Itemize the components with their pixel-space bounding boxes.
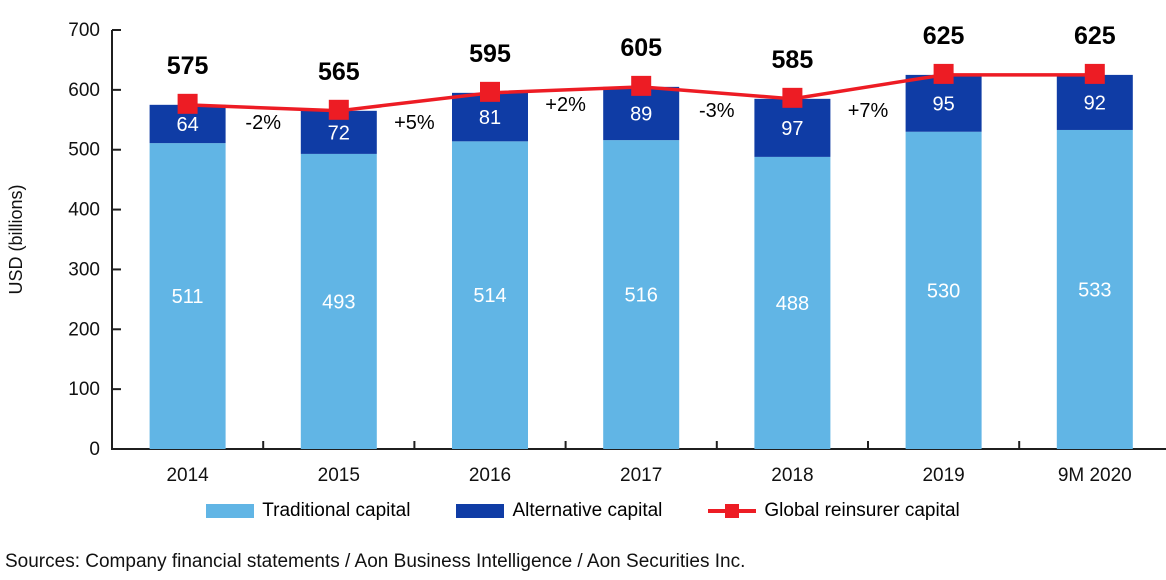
traditional-capital-bar-segment: [300, 153, 377, 449]
alternative-value-label: 97: [781, 118, 803, 140]
global-reinsurer-line-marker-icon: [708, 503, 757, 519]
alternative-capital-bar-segment: [905, 74, 982, 132]
traditional-capital-bar-segment: [603, 140, 680, 449]
x-axis-category-label: 2015: [318, 465, 360, 486]
line-square-marker-icon: [782, 87, 803, 108]
traditional-value-label: 488: [776, 293, 809, 315]
line-square-marker-icon: [631, 75, 652, 96]
alternative-capital-bar-segment: [1056, 74, 1133, 130]
y-axis-tick-label: 600: [68, 80, 100, 101]
y-axis-tick-label: 500: [68, 140, 100, 161]
y-axis-tick-label: 100: [68, 379, 100, 400]
traditional-value-label: 514: [473, 285, 506, 307]
x-axis-category-label: 2014: [166, 465, 209, 486]
y-axis-tick-label: 300: [68, 259, 100, 280]
x-axis-category-label: 2017: [620, 465, 662, 486]
pct-change-label: +7%: [848, 100, 889, 122]
legend-label-traditional-capital: Traditional capital: [262, 500, 411, 521]
traditional-value-label: 533: [1078, 279, 1111, 301]
y-axis-tick-label: 400: [68, 200, 100, 221]
total-value-label: 585: [772, 46, 814, 74]
traditional-capital-bar-segment: [452, 141, 528, 449]
alternative-value-label: 92: [1084, 92, 1106, 114]
alternative-value-label: 81: [479, 107, 501, 129]
chart-legend: Traditional capital Alternative capital …: [0, 500, 1166, 522]
y-axis-tick-label: 200: [68, 319, 100, 340]
traditional-capital-swatch-icon: [206, 504, 255, 518]
traditional-value-label: 493: [322, 291, 355, 313]
total-value-label: 605: [620, 34, 662, 62]
traditional-capital-bar-segment: [905, 131, 982, 449]
x-axis-category-label: 2018: [771, 465, 813, 486]
x-axis-category-label: 2019: [922, 465, 964, 486]
total-value-label: 625: [923, 22, 965, 50]
line-square-marker-icon: [1084, 63, 1105, 84]
line-square-marker-icon: [480, 81, 500, 102]
legend-label-global-reinsurer-capital: Global reinsurer capital: [764, 500, 960, 521]
alternative-value-label: 72: [328, 122, 350, 144]
alternative-capital-swatch-icon: [456, 504, 505, 518]
y-axis-tick-label: 0: [89, 439, 100, 460]
legend-square-marker-icon: [725, 504, 740, 518]
traditional-capital-bar-segment: [149, 143, 226, 449]
alternative-value-label: 64: [176, 114, 198, 136]
total-value-label: 575: [167, 52, 209, 80]
pct-change-label: -3%: [699, 100, 735, 122]
traditional-value-label: 530: [927, 280, 960, 302]
line-square-marker-icon: [328, 99, 349, 120]
total-value-label: 625: [1074, 22, 1116, 50]
total-value-label: 595: [469, 40, 511, 68]
line-square-marker-icon: [933, 63, 954, 84]
legend-item-traditional-capital: Traditional capital: [206, 500, 410, 522]
alternative-capital-bar-segment: [754, 98, 831, 157]
legend-item-global-reinsurer-capital: Global reinsurer capital: [708, 500, 960, 522]
legend-label-alternative-capital: Alternative capital: [512, 500, 663, 521]
pct-change-label: -2%: [245, 112, 281, 134]
traditional-capital-bar-segment: [1056, 129, 1133, 449]
legend-item-alternative-capital: Alternative capital: [456, 500, 662, 522]
traditional-value-label: 511: [172, 286, 204, 308]
pct-change-label: +5%: [394, 112, 435, 134]
sources-text: Sources: Company financial statements / …: [5, 551, 746, 572]
line-square-marker-icon: [177, 93, 198, 114]
y-axis-tick-label: 700: [68, 20, 100, 41]
traditional-capital-bar-segment: [754, 156, 831, 449]
traditional-value-label: 516: [625, 285, 658, 307]
alternative-value-label: 89: [630, 104, 652, 126]
alternative-value-label: 95: [932, 93, 954, 115]
x-axis-category-label: 9M 2020: [1058, 465, 1132, 486]
pct-change-label: +2%: [545, 94, 586, 116]
total-value-label: 565: [318, 58, 360, 86]
y-axis-title: USD (billions): [6, 184, 26, 294]
chart-plot-area: 0 100 200 300 400 500 600 700 USD (billions) 511 6…: [6, 20, 1166, 486]
x-axis-category-label: 2016: [469, 465, 511, 486]
